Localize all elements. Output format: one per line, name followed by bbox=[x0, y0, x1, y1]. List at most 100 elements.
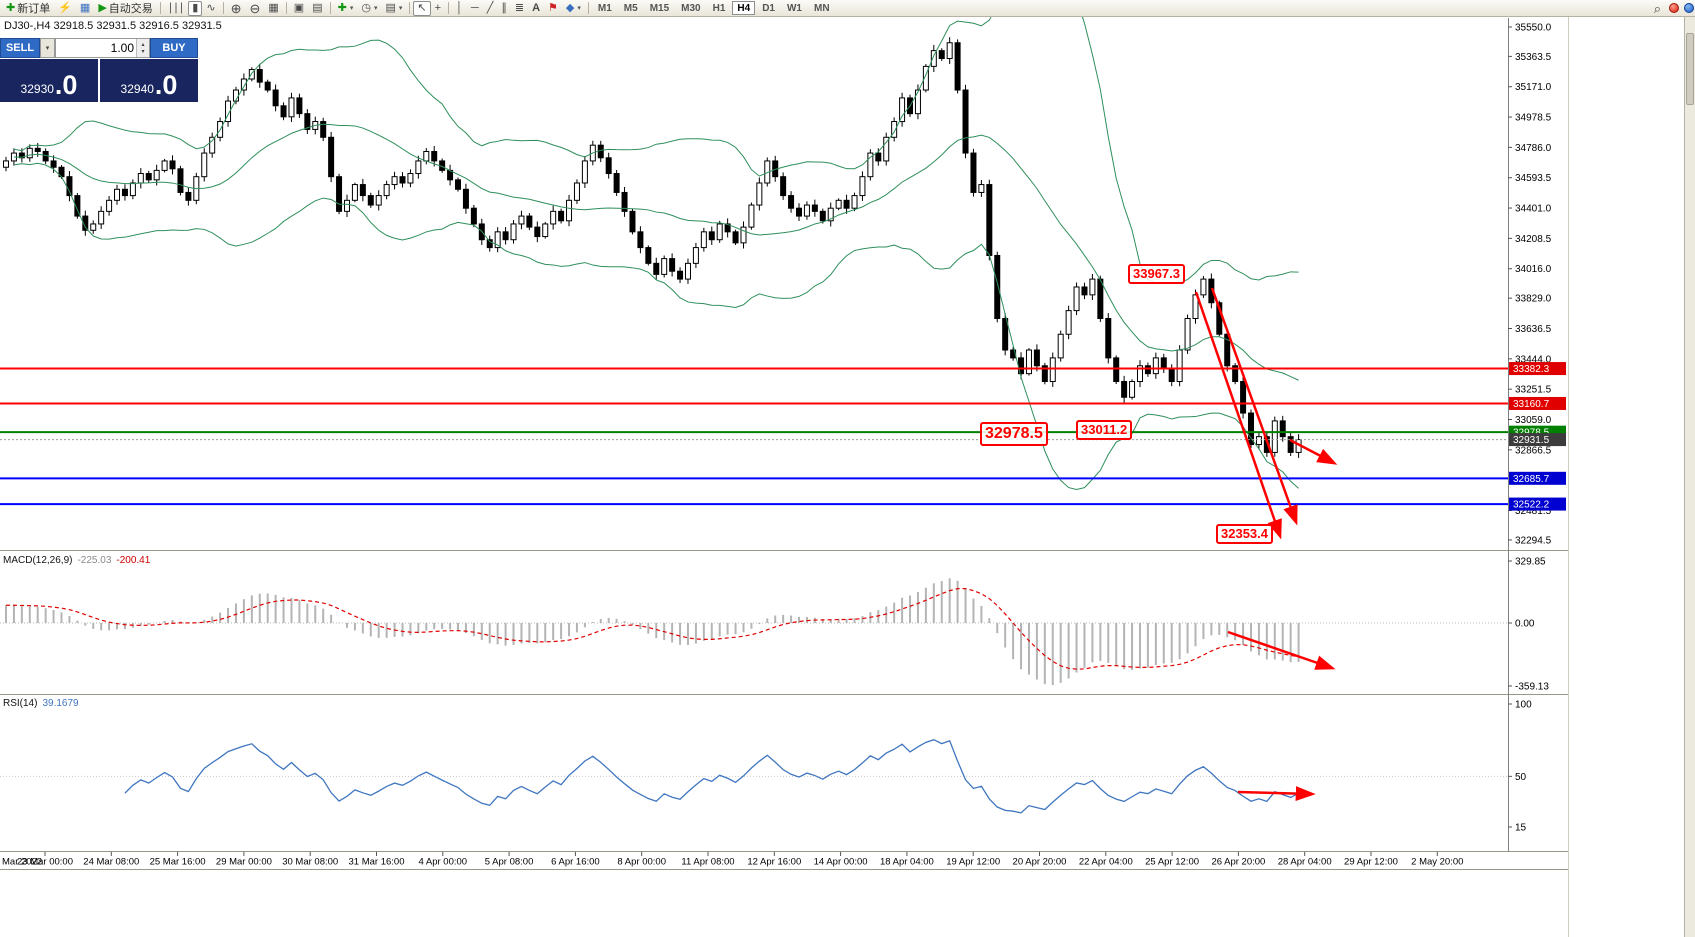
cursor-button[interactable]: ↖ bbox=[413, 0, 431, 16]
label-tool-button[interactable]: ⚑ bbox=[544, 1, 562, 16]
periods-button[interactable]: ◷ ▾ bbox=[357, 1, 381, 16]
timeframe-m5[interactable]: M5 bbox=[623, 3, 638, 14]
vertical-line-button[interactable]: │ bbox=[452, 1, 467, 16]
grid-icon: ▤ bbox=[312, 1, 323, 14]
templates-button[interactable]: ▤ ▾ bbox=[381, 1, 406, 16]
volume-input[interactable] bbox=[56, 39, 136, 57]
buy-price-main: 32940 bbox=[120, 82, 154, 96]
timeframe-d1[interactable]: D1 bbox=[762, 3, 775, 14]
price-annotation-33011[interactable]: 33011.2 bbox=[1076, 420, 1133, 441]
zoom-in-button[interactable]: ⊕ bbox=[227, 1, 246, 16]
price-annotation-32353[interactable]: 32353.4 bbox=[1216, 524, 1273, 545]
macd-value-2: -200.41 bbox=[116, 555, 151, 566]
grid-button[interactable]: ▤ bbox=[308, 1, 326, 16]
rsi-axis-label: 50 bbox=[1515, 772, 1527, 783]
new-order-icon: ✚ bbox=[6, 1, 16, 14]
timeframe-mn[interactable]: MN bbox=[813, 3, 830, 14]
rsi-label: RSI(14) 39.1679 bbox=[3, 698, 79, 709]
chart-window-button[interactable]: ▦ bbox=[76, 1, 94, 16]
price-axis-label: 35171.0 bbox=[1515, 82, 1552, 93]
red-arrow[interactable] bbox=[1227, 630, 1336, 670]
horizontal-level-lines[interactable] bbox=[0, 367, 1508, 506]
fibonacci-button[interactable]: ≣ bbox=[511, 1, 528, 16]
templates-icon: ▤ bbox=[385, 1, 396, 14]
price-axis-label: 33059.0 bbox=[1515, 415, 1552, 426]
label-flag-icon: ⚑ bbox=[548, 1, 558, 14]
toolbar-separator bbox=[587, 2, 589, 14]
notification-icon[interactable] bbox=[1669, 3, 1679, 13]
time-axis-label: 20 Apr 20:00 bbox=[1013, 857, 1067, 868]
rsi-axis-label: 15 bbox=[1515, 822, 1527, 833]
price-badge bbox=[1509, 497, 1566, 511]
buy-button[interactable]: BUY bbox=[150, 38, 198, 58]
channel-button[interactable]: ∥ bbox=[497, 1, 511, 16]
time-axis-label: 22 Apr 04:00 bbox=[1079, 857, 1133, 868]
time-axis-label: 23 Mar 00:00 bbox=[17, 857, 73, 868]
trend-arrows[interactable] bbox=[1194, 287, 1338, 802]
price-annotation-33967[interactable]: 33967.3 bbox=[1128, 264, 1185, 285]
toolbar-separator bbox=[159, 2, 161, 14]
text-tool-button[interactable]: A bbox=[528, 1, 544, 16]
search-button[interactable]: ⌕ bbox=[1650, 1, 1665, 16]
right-panel-area bbox=[1568, 17, 1684, 937]
crosshair-button[interactable]: + bbox=[431, 1, 445, 16]
trendline-icon: ╱ bbox=[486, 1, 494, 14]
volume-dropdown-button[interactable]: ▾ bbox=[40, 38, 55, 58]
red-arrow[interactable] bbox=[1194, 291, 1282, 540]
search-icon: ⌕ bbox=[1653, 0, 1661, 16]
zoom-out-button[interactable]: ⊖ bbox=[245, 1, 264, 16]
indicators-button[interactable]: ✚ ▾ bbox=[334, 1, 358, 16]
price-axis-label: 32481.5 bbox=[1515, 506, 1552, 517]
timeframe-w1[interactable]: W1 bbox=[786, 3, 802, 14]
timeframe-m15[interactable]: M15 bbox=[649, 3, 670, 14]
time-axis-label: 18 Apr 04:00 bbox=[880, 857, 934, 868]
price-axis-label: 33636.5 bbox=[1515, 324, 1552, 335]
red-arrow[interactable] bbox=[1237, 786, 1316, 802]
macd-axis-label: 0.00 bbox=[1515, 619, 1535, 630]
bar-chart-mode-button[interactable]: ∣∣∣ bbox=[164, 1, 189, 16]
buy-price-display[interactable]: 32940 .0 bbox=[100, 59, 198, 102]
price-axis-label: 34593.5 bbox=[1515, 173, 1552, 184]
spin-up-icon[interactable]: ▴ bbox=[141, 42, 145, 48]
line-chart-mode-button[interactable]: ∿ bbox=[202, 1, 219, 16]
red-arrow[interactable] bbox=[1210, 287, 1298, 526]
line-chart-icon: ∿ bbox=[206, 1, 216, 14]
macd-axis-label: -359.13 bbox=[1515, 682, 1549, 693]
price-badge bbox=[1509, 471, 1566, 485]
new-order-label: 新订单 bbox=[17, 3, 51, 15]
vertical-scrollbar[interactable] bbox=[1684, 17, 1695, 937]
volume-stepper[interactable]: ▴ ▾ bbox=[136, 39, 149, 57]
autotrading-button[interactable]: ▶ 自动交易 bbox=[94, 1, 156, 16]
time-axis-label: 29 Apr 12:00 bbox=[1344, 857, 1398, 868]
sell-button[interactable]: SELL bbox=[0, 38, 40, 58]
shapes-button[interactable]: ◆ ▾ bbox=[562, 1, 585, 16]
scroll-top-icon[interactable] bbox=[1684, 3, 1694, 13]
auto-arrange-icon: ▣ bbox=[293, 1, 305, 14]
trendline-button[interactable]: ╱ bbox=[483, 1, 498, 16]
price-annotation-32978[interactable]: 32978.5 bbox=[980, 422, 1048, 446]
zoom-out-icon: ⊖ bbox=[249, 0, 261, 16]
sell-price-display[interactable]: 32930 .0 bbox=[0, 59, 98, 102]
scrollbar-thumb[interactable] bbox=[1686, 33, 1694, 105]
autotrading-label: 自动交易 bbox=[108, 3, 153, 15]
auto-arrange-button[interactable]: ▣ bbox=[290, 1, 308, 16]
toolbar-separator bbox=[409, 2, 411, 14]
new-order-button[interactable]: ✚ 新订单 bbox=[2, 1, 54, 16]
spin-down-icon[interactable]: ▾ bbox=[141, 49, 145, 55]
timeframe-m1[interactable]: M1 bbox=[597, 3, 612, 14]
horizontal-line-button[interactable]: ─ bbox=[467, 1, 483, 16]
tile-windows-button[interactable]: ▦ bbox=[264, 1, 282, 16]
price-axis-label: 34786.0 bbox=[1515, 143, 1552, 154]
macd-axis-label: 329.85 bbox=[1515, 557, 1546, 568]
time-axis-label: 30 Mar 08:00 bbox=[282, 857, 338, 868]
horizontal-line-icon: ─ bbox=[470, 1, 479, 14]
timeframe-h4[interactable]: H4 bbox=[732, 1, 756, 15]
timeframe-m30[interactable]: M30 bbox=[681, 3, 701, 14]
candlestick-mode-button[interactable]: ▮ bbox=[188, 0, 203, 16]
timeframe-h1[interactable]: H1 bbox=[712, 3, 726, 14]
red-arrow[interactable] bbox=[1289, 438, 1338, 465]
metaeditor-button[interactable]: ⚡ bbox=[54, 1, 76, 16]
rsi-panel: 100 50 15 bbox=[0, 700, 1532, 833]
